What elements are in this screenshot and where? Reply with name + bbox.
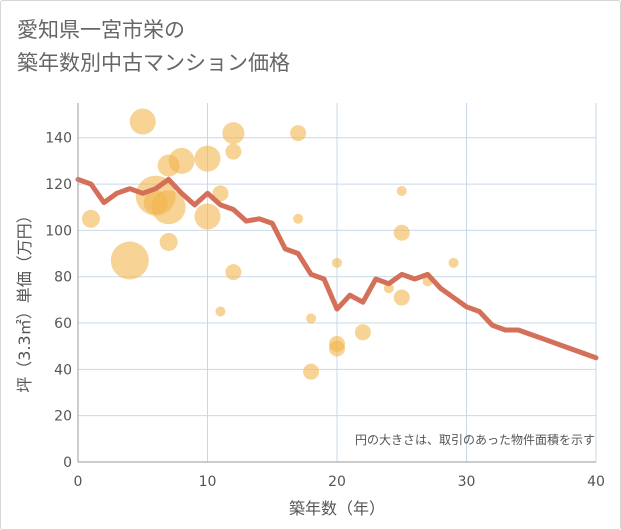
bubble-point (303, 363, 320, 380)
grid (78, 103, 597, 462)
bubble-point (393, 224, 410, 241)
x-tick-label: 10 (199, 474, 217, 490)
x-axis-label: 築年数（年） (289, 499, 385, 518)
bubble-point (332, 257, 342, 268)
bubble-point (81, 209, 100, 228)
y-tick-label: 40 (54, 362, 72, 378)
bubble-point (194, 203, 221, 230)
y-tick-label: 80 (54, 270, 72, 286)
bubble-point (222, 122, 245, 145)
y-tick-label: 20 (54, 409, 72, 425)
bubble-point (329, 340, 345, 357)
bubble-point (212, 185, 229, 202)
bubble-point (129, 108, 156, 135)
average-price-line-series (75, 176, 599, 361)
bubble-point (215, 306, 226, 317)
bubble-point (393, 289, 410, 306)
bubble-point (225, 264, 242, 281)
chart-title-line-1: 愛知県一宮市栄の (17, 18, 185, 42)
y-tick-label: 140 (45, 131, 72, 147)
bubble-point (293, 213, 304, 224)
bubble-point (354, 324, 371, 341)
bubble-series (81, 108, 459, 380)
x-tick-label: 40 (587, 474, 605, 490)
bubble-point (159, 232, 178, 251)
axes: 0 20 40 60 80 100 120 140 0 10 20 30 40 (45, 103, 605, 490)
bubble-point (383, 283, 394, 294)
x-tick-label: 0 (74, 474, 83, 490)
chart-title-line-2: 築年数別中古マンション価格 (17, 51, 290, 75)
x-tick-label: 30 (458, 474, 476, 490)
y-tick-label: 120 (45, 177, 72, 193)
bubble-size-note: 円の大きさは、取引のあった物件面積を示す (355, 432, 595, 447)
bubble-point (448, 257, 459, 268)
x-tick-label: 20 (328, 474, 346, 490)
y-tick-label: 100 (45, 223, 72, 239)
bubble-point (396, 186, 407, 197)
y-axis-label: 坪（3.3㎡）単価（万円） (15, 207, 34, 392)
bubble-point (306, 313, 317, 324)
bubble-point (151, 190, 186, 225)
y-tick-label: 60 (54, 316, 72, 332)
bubble-point (290, 125, 307, 142)
average-price-line (75, 176, 599, 361)
bubble-point (168, 147, 195, 174)
bubble-point (194, 145, 221, 172)
y-tick-label: 0 (63, 455, 72, 471)
chart-title: 愛知県一宮市栄の 築年数別中古マンション価格 (17, 14, 290, 80)
bubble-point (225, 143, 242, 160)
bubble-point (110, 241, 149, 280)
